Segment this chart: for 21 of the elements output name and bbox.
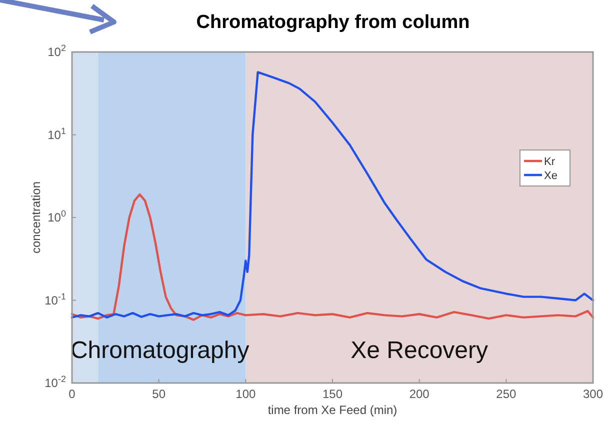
x-tick-label: 100 — [236, 387, 256, 401]
band-label: Xe Recovery — [350, 337, 488, 364]
band-label: Chromatography — [70, 337, 250, 364]
legend-label: Kr — [544, 156, 556, 168]
line-series — [70, 71, 594, 319]
x-tick-label: 200 — [409, 387, 430, 401]
legend-label: Xe — [544, 170, 558, 182]
chart-title: Chromatography from column — [196, 12, 470, 33]
y-tick-label: 10$^{-1}$ — [44, 291, 66, 308]
x-tick-label: 150 — [322, 387, 343, 401]
y-tick-label: 10$^{0}$ — [48, 208, 66, 224]
x-tick-label: 250 — [496, 387, 516, 401]
line-series — [70, 193, 594, 321]
x-tick-label: 50 — [152, 387, 166, 401]
x-tick-label: 0 — [68, 387, 76, 401]
y-axis-title: concentration — [29, 181, 43, 254]
y-tick-label: 10$^{-2}$ — [44, 374, 66, 390]
y-tick-label: 10$^{2}$ — [48, 43, 66, 59]
y-tick-label: 10$^{1}$ — [48, 126, 66, 142]
x-tick-label: 300 — [582, 387, 604, 401]
x-axis-title: time from Xe Feed (min) — [268, 403, 398, 417]
